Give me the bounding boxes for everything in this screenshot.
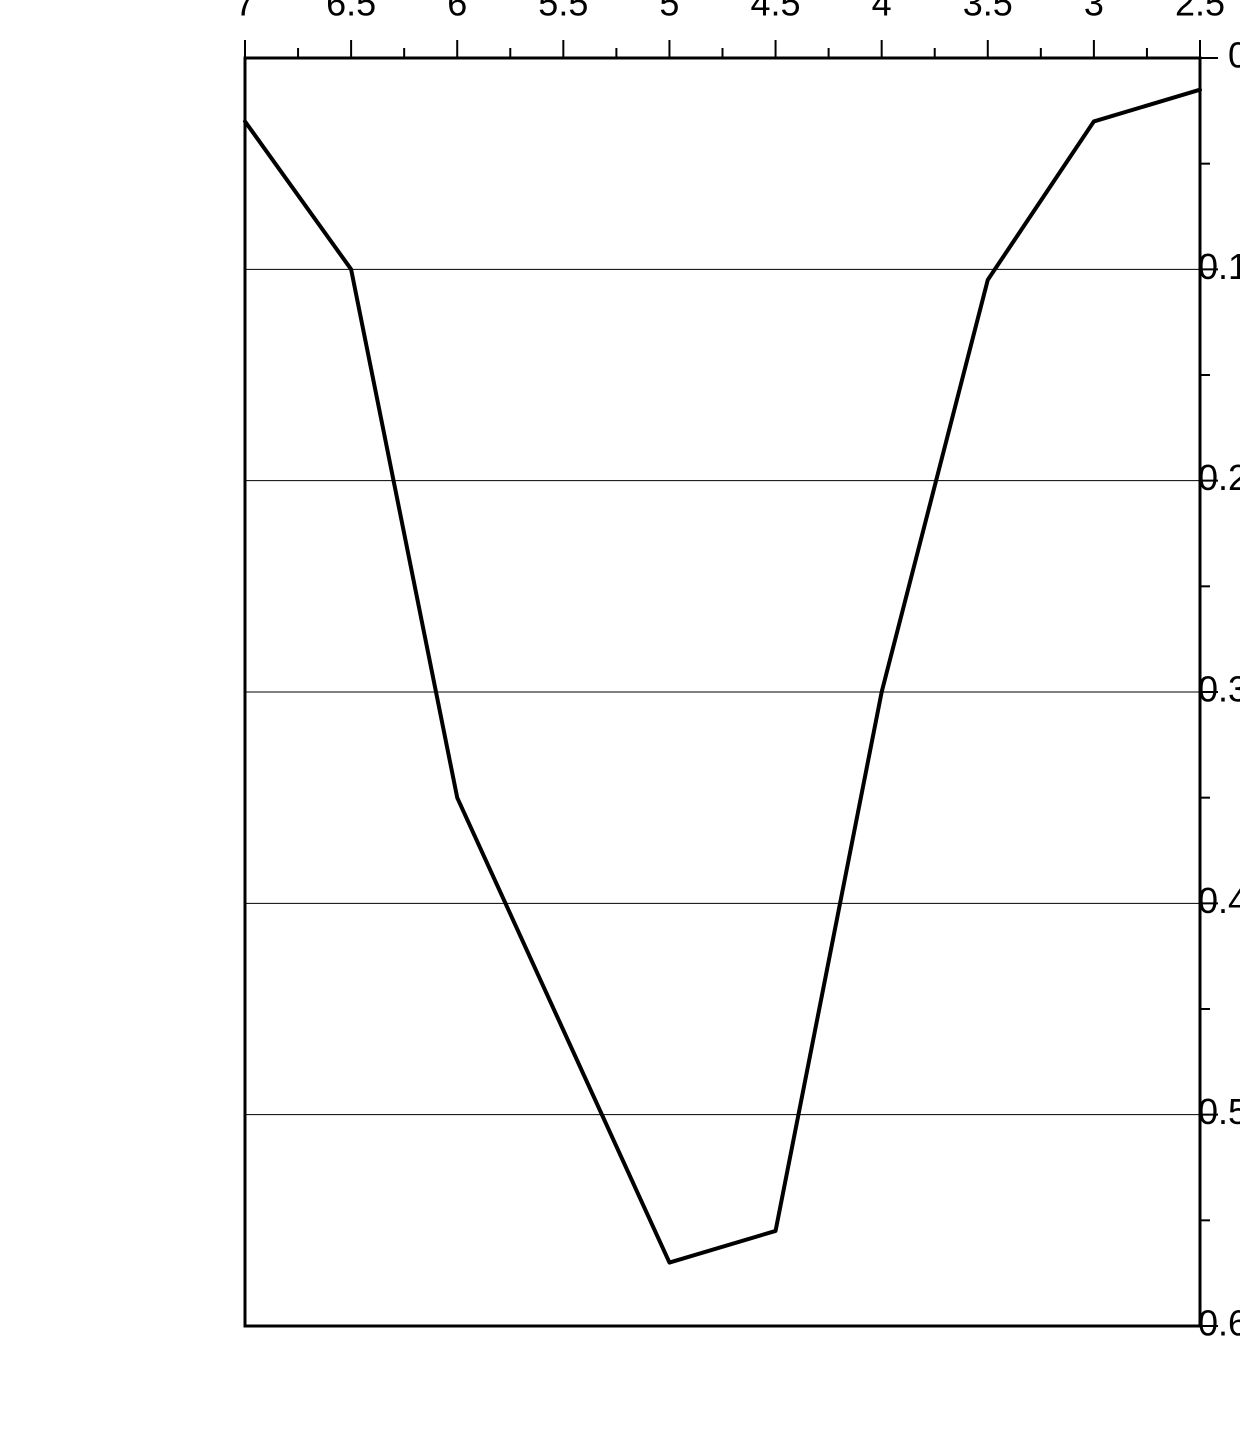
x-tick-label: 4.5 bbox=[751, 0, 801, 24]
x-tick-label: 3 bbox=[1084, 0, 1104, 24]
y-tick-label: 0.4 bbox=[1198, 880, 1240, 921]
x-tick-label: 7 bbox=[235, 0, 255, 24]
chart-container: 2.533.544.555.566.573.100.10.20.30.40.50… bbox=[0, 0, 1240, 1453]
x-tick-label: 6.5 bbox=[326, 0, 376, 24]
x-tick-label: 5 bbox=[659, 0, 679, 24]
x-tick-label: 4 bbox=[872, 0, 892, 24]
y-tick-label: 0.2 bbox=[1198, 457, 1240, 498]
y-tick-label: 0.3 bbox=[1198, 669, 1240, 710]
y-tick-label: 0 bbox=[1228, 35, 1240, 76]
y-tick-label: 0.6 bbox=[1198, 1303, 1240, 1344]
x-tick-label: 5.5 bbox=[538, 0, 588, 24]
y-tick-label: 0.5 bbox=[1198, 1091, 1240, 1132]
line-chart: 2.533.544.555.566.573.100.10.20.30.40.50… bbox=[0, 0, 1240, 1453]
x-tick-label: 6 bbox=[447, 0, 467, 24]
x-tick-label: 3.5 bbox=[963, 0, 1013, 24]
x-tick-label: 2.5 bbox=[1175, 0, 1225, 24]
y-tick-label: 0.1 bbox=[1198, 246, 1240, 287]
